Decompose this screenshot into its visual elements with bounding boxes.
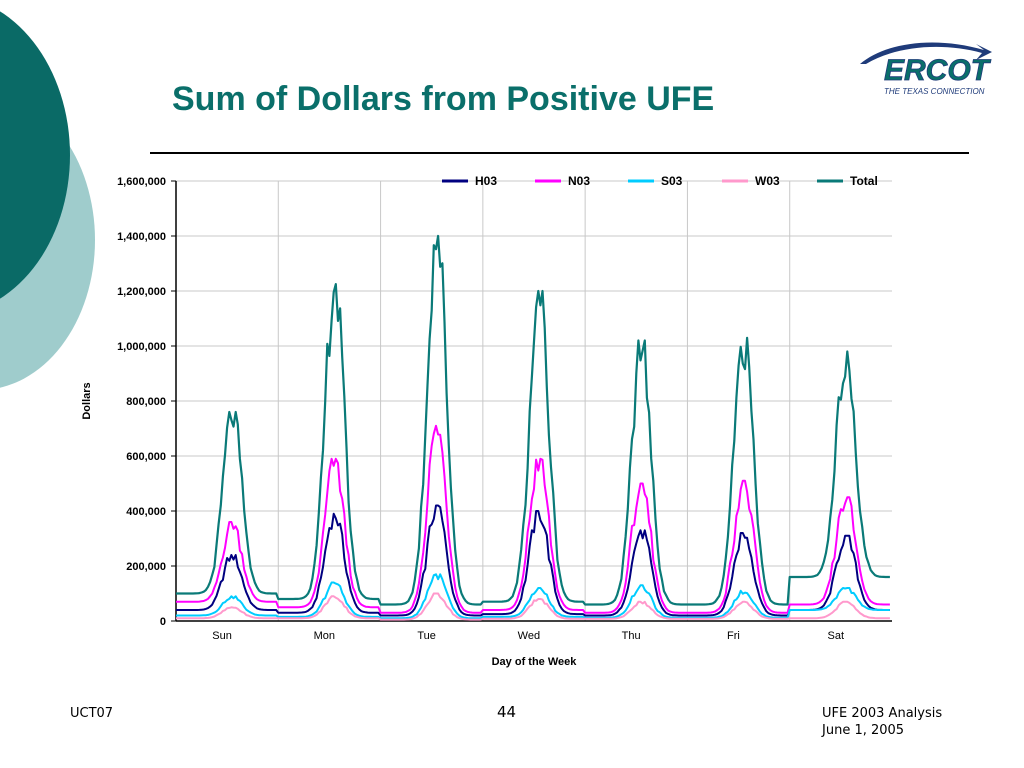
series-line-total bbox=[176, 234, 890, 606]
x-tick-label: Sat bbox=[827, 630, 844, 642]
logo-wordmark: ERCOT bbox=[884, 54, 992, 87]
dark-teal-circle bbox=[0, 11, 70, 299]
page-number: 44 bbox=[497, 703, 517, 721]
legend-label: S03 bbox=[661, 174, 683, 188]
legend-label: W03 bbox=[755, 174, 780, 188]
footer-right-line1: UFE 2003 Analysis bbox=[822, 706, 943, 721]
series-line-n03 bbox=[176, 424, 890, 614]
footer-right: UFE 2003 Analysis June 1, 2005 bbox=[822, 705, 942, 739]
x-tick-label: Wed bbox=[518, 630, 540, 642]
x-tick-label: Thu bbox=[622, 630, 641, 642]
y-tick-label: 1,400,000 bbox=[117, 231, 166, 243]
x-tick-label: Mon bbox=[314, 630, 335, 642]
y-tick-label: 1,200,000 bbox=[117, 286, 166, 298]
slide-title: Sum of Dollars from Positive UFE bbox=[172, 80, 715, 118]
footer-right-line2: June 1, 2005 bbox=[822, 723, 905, 738]
y-tick-label: 400,000 bbox=[126, 506, 166, 518]
y-tick-label: 800,000 bbox=[126, 396, 166, 408]
logo-tagline: THE TEXAS CONNECTION bbox=[884, 87, 985, 96]
x-tick-label: Fri bbox=[727, 630, 740, 642]
title-divider bbox=[150, 152, 969, 154]
y-tick-label: 600,000 bbox=[126, 451, 166, 463]
y-tick-label: 1,600,000 bbox=[117, 176, 166, 188]
swoosh-icon bbox=[860, 42, 992, 64]
x-tick-label: Sun bbox=[212, 630, 232, 642]
y-tick-label: 200,000 bbox=[126, 561, 166, 573]
y-tick-label: 1,000,000 bbox=[117, 341, 166, 353]
ercot-logo: ERCOT THE TEXAS CONNECTION bbox=[860, 42, 992, 96]
legend-label: H03 bbox=[475, 174, 497, 188]
y-tick-label: 0 bbox=[160, 616, 166, 628]
series-line-w03 bbox=[176, 592, 890, 621]
ufe-dollars-chart: 0 200,000 400,000 600,000 800,000 1,000,000 1,… bbox=[81, 174, 892, 668]
decorative-circles bbox=[0, 11, 95, 388]
y-axis-title: Dollars bbox=[81, 382, 93, 419]
legend-label: Total bbox=[850, 174, 878, 188]
series-line-h03 bbox=[176, 504, 890, 617]
series-line-s03 bbox=[176, 573, 890, 620]
footer-left: UCT07 bbox=[70, 706, 114, 721]
x-tick-label: Tue bbox=[417, 630, 436, 642]
legend-label: N03 bbox=[568, 174, 590, 188]
x-axis-title: Day of the Week bbox=[492, 656, 578, 668]
